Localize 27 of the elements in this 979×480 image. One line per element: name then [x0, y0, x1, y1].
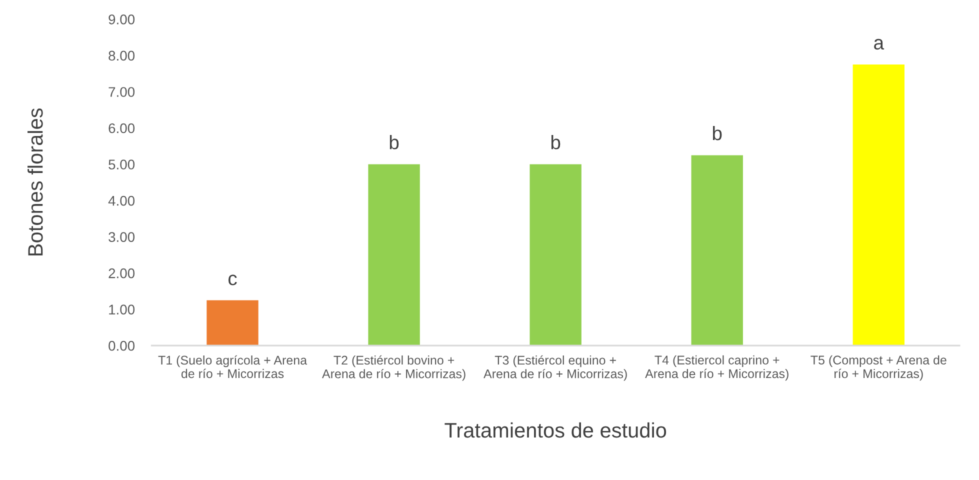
x-axis-title: Tratamientos de estudio — [444, 422, 666, 438]
data-label: b — [390, 135, 399, 150]
x-tick-label: T5 (Compost + Arena de río + Micorrizas) — [810, 355, 946, 381]
y-tick-label: 2.00 — [108, 268, 135, 278]
data-label: c — [228, 274, 237, 286]
y-tick-label: 7.00 — [108, 87, 135, 97]
y-tick-label: 4.00 — [108, 196, 135, 206]
bar — [852, 64, 904, 346]
data-label: b — [712, 126, 722, 140]
y-tick-label: 8.00 — [108, 50, 135, 61]
y-tick-label: 6.00 — [108, 123, 135, 134]
bar — [691, 155, 743, 346]
y-tick-label: 3.00 — [108, 232, 135, 242]
x-tick-label: T1 (Suelo agrícola + Arena de río + Micorrizas — [158, 355, 308, 378]
y-tick-label: 9.00 — [108, 14, 135, 24]
y-tick-label: 1.00 — [109, 304, 135, 315]
bar — [530, 164, 582, 346]
x-tick-label: T4 (Estiercol caprino + Arena de río + Micorrizas) — [645, 355, 788, 381]
bar — [368, 164, 420, 346]
y-tick-label: 5.00 — [108, 160, 135, 170]
data-label: b — [551, 135, 560, 150]
bar — [206, 300, 258, 346]
x-tick-label: T2 (Estiércol bovino + Arena de río + Micorrizas) — [322, 355, 466, 381]
data-label: a — [874, 38, 884, 50]
x-tick-label: T3 (Estiércol equino + Arena de río + Micorrizas) — [484, 355, 627, 381]
y-tick-label: 0.00 — [108, 340, 135, 351]
y-axis-title: Botones florales — [28, 108, 43, 256]
